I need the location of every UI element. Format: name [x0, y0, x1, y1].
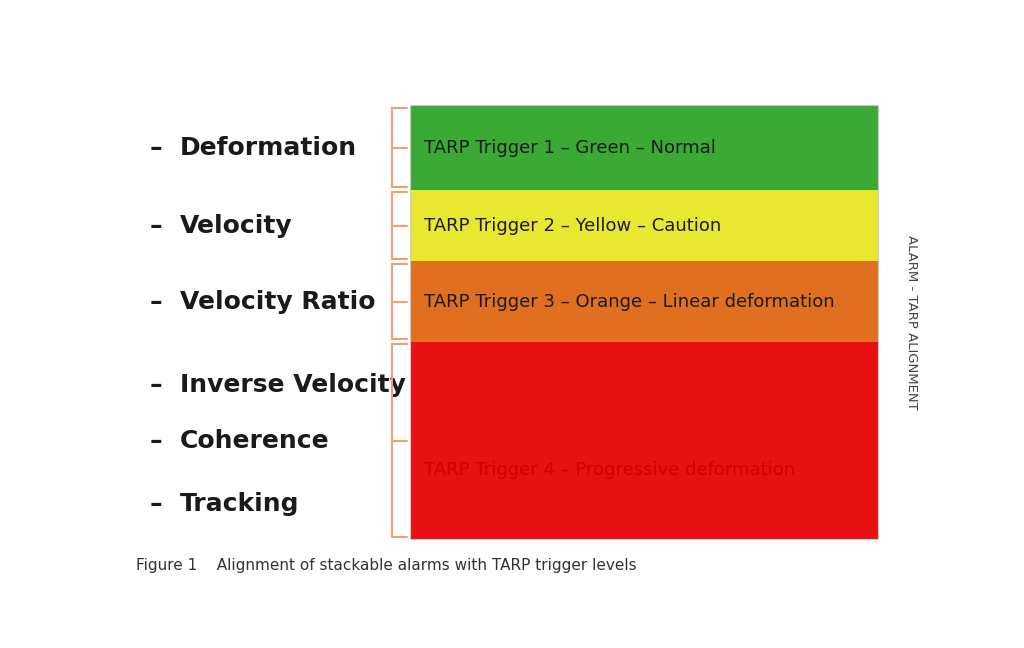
- Text: –: –: [150, 135, 162, 159]
- Text: –: –: [150, 214, 162, 238]
- Text: ALARM - TARP ALIGNMENT: ALARM - TARP ALIGNMENT: [905, 235, 918, 410]
- Bar: [410, 105, 878, 539]
- Text: Velocity Ratio: Velocity Ratio: [179, 290, 375, 314]
- Text: Figure 1    Alignment of stackable alarms with TARP trigger levels: Figure 1 Alignment of stackable alarms w…: [136, 558, 637, 573]
- Bar: [410, 190, 878, 262]
- Text: TARP Trigger 1 – Green – Normal: TARP Trigger 1 – Green – Normal: [424, 139, 716, 157]
- Text: Coherence: Coherence: [179, 428, 329, 452]
- Text: Tracking: Tracking: [179, 492, 299, 516]
- Bar: [410, 105, 878, 190]
- Text: –: –: [150, 428, 162, 452]
- Text: TARP Trigger 3 – Orange – Linear deformation: TARP Trigger 3 – Orange – Linear deforma…: [424, 293, 835, 310]
- Text: TARP Trigger 2 – Yellow – Caution: TARP Trigger 2 – Yellow – Caution: [424, 216, 721, 235]
- Bar: [410, 341, 878, 539]
- Text: Velocity: Velocity: [179, 214, 292, 238]
- Text: Inverse Velocity: Inverse Velocity: [179, 373, 406, 397]
- Text: Deformation: Deformation: [179, 135, 356, 159]
- Text: –: –: [150, 290, 162, 314]
- Text: –: –: [150, 492, 162, 516]
- Bar: [410, 262, 878, 341]
- Text: TARP Trigger 4 – Progressive deformation: TARP Trigger 4 – Progressive deformation: [424, 461, 796, 479]
- Text: –: –: [150, 373, 162, 397]
